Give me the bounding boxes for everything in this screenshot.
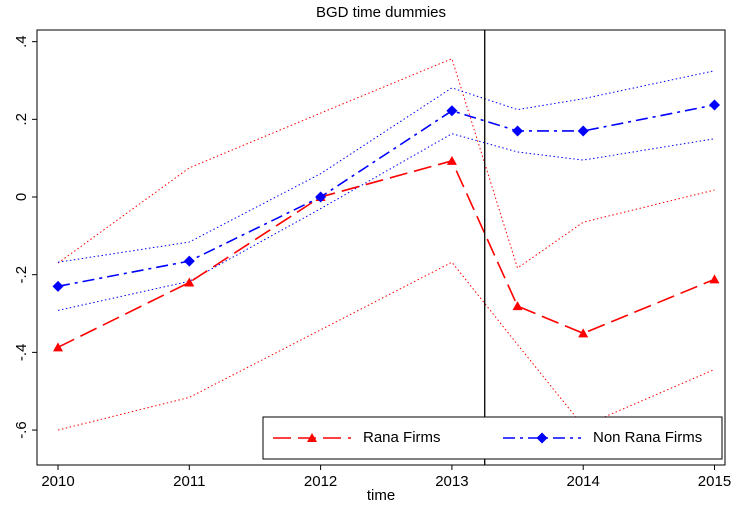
marker bbox=[577, 125, 589, 137]
marker bbox=[315, 191, 327, 203]
y-tick-label: .4 bbox=[13, 35, 30, 48]
marker bbox=[183, 255, 195, 267]
confidence-bound bbox=[57, 133, 715, 311]
y-tick-label: 0 bbox=[13, 193, 30, 201]
x-tick-label: 2013 bbox=[435, 473, 468, 490]
x-tick-label: 2011 bbox=[173, 473, 205, 490]
chart-title: BGD time dummies bbox=[316, 4, 446, 21]
y-tick-label: .2 bbox=[13, 113, 30, 126]
x-tick-label: 2014 bbox=[567, 473, 600, 490]
marker bbox=[512, 125, 524, 137]
legend-label: Rana Firms bbox=[363, 429, 441, 446]
x-tick-label: 2012 bbox=[304, 473, 337, 490]
y-tick-label: -.4 bbox=[13, 344, 30, 362]
legend-marker bbox=[536, 432, 548, 444]
marker bbox=[709, 274, 720, 284]
confidence-bound bbox=[57, 261, 715, 431]
marker bbox=[446, 105, 458, 117]
x-axis-label: time bbox=[367, 487, 395, 504]
marker bbox=[708, 99, 720, 111]
marker bbox=[578, 328, 589, 338]
marker bbox=[52, 280, 64, 292]
x-tick-label: 2010 bbox=[41, 473, 74, 490]
plot-frame bbox=[36, 29, 726, 466]
legend-label: Non Rana Firms bbox=[593, 429, 702, 446]
marker bbox=[512, 301, 523, 311]
series-line bbox=[57, 104, 715, 288]
y-tick-label: -.2 bbox=[13, 266, 30, 284]
marker bbox=[446, 155, 457, 165]
y-tick-label: -.6 bbox=[13, 421, 30, 439]
marker bbox=[53, 342, 64, 352]
confidence-bound bbox=[57, 58, 715, 269]
marker bbox=[184, 277, 195, 287]
legend: Rana Firms Non Rana Firms bbox=[262, 416, 723, 460]
legend-marker bbox=[307, 433, 317, 442]
confidence-bound bbox=[57, 70, 715, 263]
x-tick-label: 2015 bbox=[698, 473, 731, 490]
series-line bbox=[57, 159, 715, 349]
